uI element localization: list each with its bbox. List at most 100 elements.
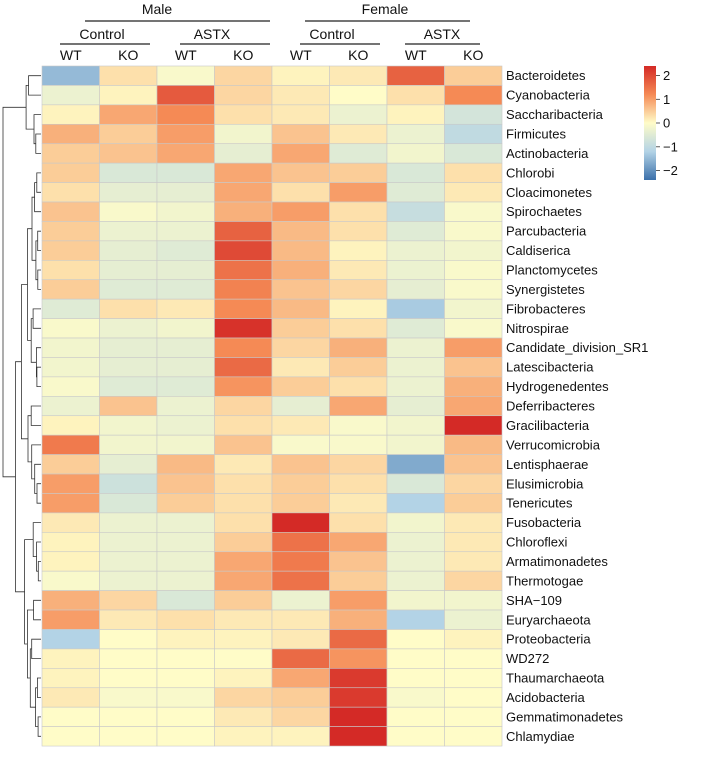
heatmap-cell <box>214 65 273 86</box>
heatmap-cell <box>444 687 503 708</box>
column-label-ko: KO <box>463 47 483 63</box>
heatmap-cell <box>329 376 388 397</box>
row-label: Elusimicrobia <box>506 476 584 491</box>
dendrogram-branch <box>27 228 32 341</box>
heatmap-cell <box>41 396 100 417</box>
heatmap-cell <box>386 648 445 669</box>
heatmap-cell <box>329 726 388 747</box>
heatmap-cell <box>214 726 273 747</box>
heatmap-cell <box>271 687 330 708</box>
heatmap-cell <box>271 279 330 300</box>
heatmap-cell <box>214 687 273 708</box>
heatmap-cell <box>156 357 215 378</box>
column-header: Male Female Control ASTX Control ASTX <box>60 1 480 45</box>
row-label: Synergistetes <box>506 282 585 297</box>
heatmap-cell <box>444 65 503 86</box>
dendrogram-branch <box>32 522 41 557</box>
dendrogram-branch <box>35 240 38 281</box>
heatmap-cell <box>156 570 215 591</box>
heatmap-cell <box>156 532 215 553</box>
heatmap-cell <box>156 629 215 650</box>
column-label-wt: WT <box>175 47 197 63</box>
heatmap-cell <box>41 143 100 164</box>
heatmap-cell <box>444 318 503 339</box>
heatmap-cell <box>444 668 503 689</box>
row-label: Euryarchaeota <box>506 612 591 627</box>
heatmap-cell <box>271 532 330 553</box>
heatmap-cell <box>386 570 445 591</box>
heatmap-cell <box>444 706 503 727</box>
heatmap-cell <box>156 609 215 630</box>
row-label: Saccharibacteria <box>506 107 604 122</box>
heatmap-cell <box>156 201 215 222</box>
heatmap-cell <box>329 104 388 125</box>
heatmap-cell <box>41 298 100 319</box>
heatmap-cell <box>444 570 503 591</box>
row-label: Verrucomicrobia <box>506 437 601 452</box>
heatmap-cell <box>444 240 503 261</box>
heatmap-cell <box>444 259 503 281</box>
heatmap-cell <box>444 396 503 417</box>
heatmap-cell <box>271 493 330 514</box>
heatmap-cell <box>41 473 100 494</box>
row-label: Armatimonadetes <box>506 554 608 569</box>
heatmap-cell <box>214 551 273 572</box>
heatmap-cell <box>271 648 330 669</box>
heatmap-cell <box>99 629 158 650</box>
heatmap-cell <box>99 376 158 397</box>
heatmap-cell <box>156 259 215 281</box>
heatmap-cell <box>156 240 215 261</box>
heatmap-cell <box>41 104 100 125</box>
heatmap-cell <box>41 668 100 689</box>
heatmap-cell <box>329 551 388 572</box>
heatmap-cell <box>444 434 503 455</box>
heatmap-cell <box>99 143 158 164</box>
heatmap-cell <box>444 201 503 222</box>
heatmap-cell <box>99 648 158 669</box>
heatmap-cell <box>444 162 503 183</box>
dendrogram-branch <box>28 75 41 96</box>
heatmap-cell <box>329 648 388 669</box>
heatmap-cell <box>156 668 215 689</box>
heatmap-cell <box>41 687 100 708</box>
heatmap-cell <box>271 123 330 145</box>
heatmap-cell <box>329 298 388 319</box>
heatmap-cell <box>329 532 388 553</box>
heatmap-cell <box>99 337 158 358</box>
dendrogram-branch <box>37 269 41 290</box>
heatmap-cell <box>214 298 273 319</box>
treatment-label-male-astx: ASTX <box>194 26 231 42</box>
heatmap-cell <box>386 551 445 572</box>
heatmap-cell <box>214 454 273 475</box>
heatmap-cell <box>156 396 215 417</box>
dendrogram-branch <box>37 677 41 698</box>
heatmap-cell <box>386 532 445 553</box>
heatmap-cell <box>329 629 388 650</box>
sex-label-male: Male <box>142 1 173 17</box>
heatmap-cell <box>271 396 330 417</box>
heatmap-cell <box>386 221 445 242</box>
heatmap-cell <box>444 726 503 747</box>
dendrogram-branch <box>36 541 41 572</box>
heatmap-cell <box>444 221 503 242</box>
heatmap-cell <box>329 318 388 339</box>
heatmap-cell <box>214 590 273 611</box>
dendrogram-branch <box>33 114 41 145</box>
heatmap-cell <box>156 590 215 611</box>
dendrogram-branch <box>37 716 41 737</box>
column-label-ko: KO <box>233 47 253 63</box>
heatmap-cell <box>214 570 273 591</box>
color-legend-tick-label: 0 <box>663 116 670 131</box>
heatmap-cell <box>99 65 158 86</box>
row-label: Bacteroidetes <box>506 68 586 83</box>
heatmap-cell <box>271 668 330 689</box>
heatmap-cell <box>386 104 445 125</box>
row-label: Lentisphaerae <box>506 457 588 472</box>
heatmap-cell <box>329 473 388 494</box>
heatmap-cell <box>386 454 445 475</box>
heatmap-cell <box>386 434 445 455</box>
heatmap-cell <box>156 376 215 397</box>
heatmap-cell <box>271 182 330 203</box>
treatment-label-female-control: Control <box>309 26 354 42</box>
